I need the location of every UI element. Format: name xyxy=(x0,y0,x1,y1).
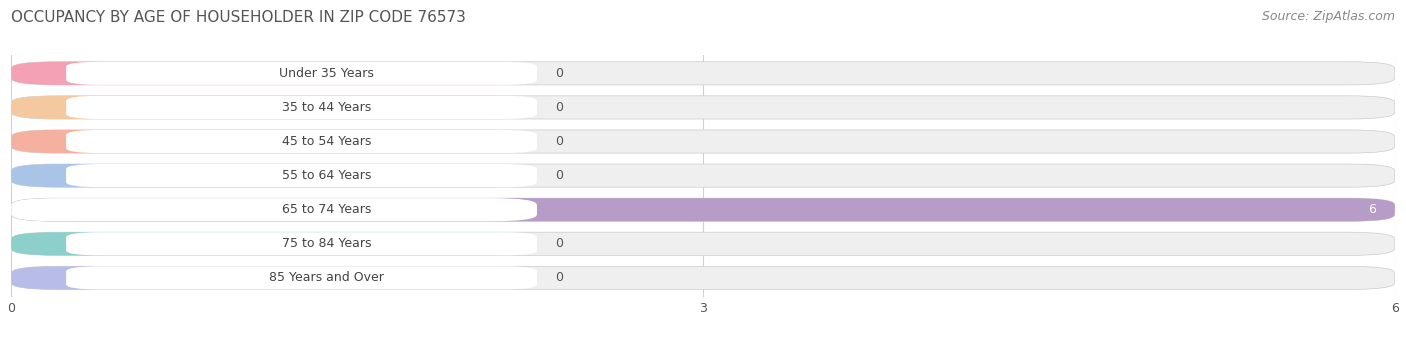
FancyBboxPatch shape xyxy=(11,96,537,119)
Text: OCCUPANCY BY AGE OF HOUSEHOLDER IN ZIP CODE 76573: OCCUPANCY BY AGE OF HOUSEHOLDER IN ZIP C… xyxy=(11,10,467,25)
FancyBboxPatch shape xyxy=(11,232,537,255)
Text: 65 to 74 Years: 65 to 74 Years xyxy=(283,203,371,216)
Text: 0: 0 xyxy=(555,271,564,284)
FancyBboxPatch shape xyxy=(11,198,537,221)
FancyBboxPatch shape xyxy=(11,130,537,153)
Text: 6: 6 xyxy=(1368,203,1376,216)
FancyBboxPatch shape xyxy=(11,164,537,187)
Text: 0: 0 xyxy=(555,237,564,250)
FancyBboxPatch shape xyxy=(66,130,537,153)
FancyBboxPatch shape xyxy=(11,164,1395,187)
FancyBboxPatch shape xyxy=(66,164,537,187)
Text: 35 to 44 Years: 35 to 44 Years xyxy=(283,101,371,114)
Text: 0: 0 xyxy=(555,101,564,114)
Text: 0: 0 xyxy=(555,169,564,182)
FancyBboxPatch shape xyxy=(11,266,537,290)
FancyBboxPatch shape xyxy=(11,198,1395,221)
FancyBboxPatch shape xyxy=(11,198,1395,221)
FancyBboxPatch shape xyxy=(11,266,1395,290)
FancyBboxPatch shape xyxy=(11,130,1395,153)
Text: 0: 0 xyxy=(555,135,564,148)
FancyBboxPatch shape xyxy=(11,62,537,85)
Text: 85 Years and Over: 85 Years and Over xyxy=(270,271,384,284)
FancyBboxPatch shape xyxy=(11,232,1395,255)
Text: Source: ZipAtlas.com: Source: ZipAtlas.com xyxy=(1261,10,1395,23)
FancyBboxPatch shape xyxy=(66,96,537,119)
Text: 0: 0 xyxy=(555,67,564,80)
FancyBboxPatch shape xyxy=(11,96,1395,119)
Text: 45 to 54 Years: 45 to 54 Years xyxy=(283,135,371,148)
Text: 55 to 64 Years: 55 to 64 Years xyxy=(283,169,371,182)
FancyBboxPatch shape xyxy=(11,62,1395,85)
FancyBboxPatch shape xyxy=(66,266,537,290)
FancyBboxPatch shape xyxy=(66,232,537,255)
FancyBboxPatch shape xyxy=(66,62,537,85)
Text: 75 to 84 Years: 75 to 84 Years xyxy=(283,237,371,250)
Text: Under 35 Years: Under 35 Years xyxy=(280,67,374,80)
